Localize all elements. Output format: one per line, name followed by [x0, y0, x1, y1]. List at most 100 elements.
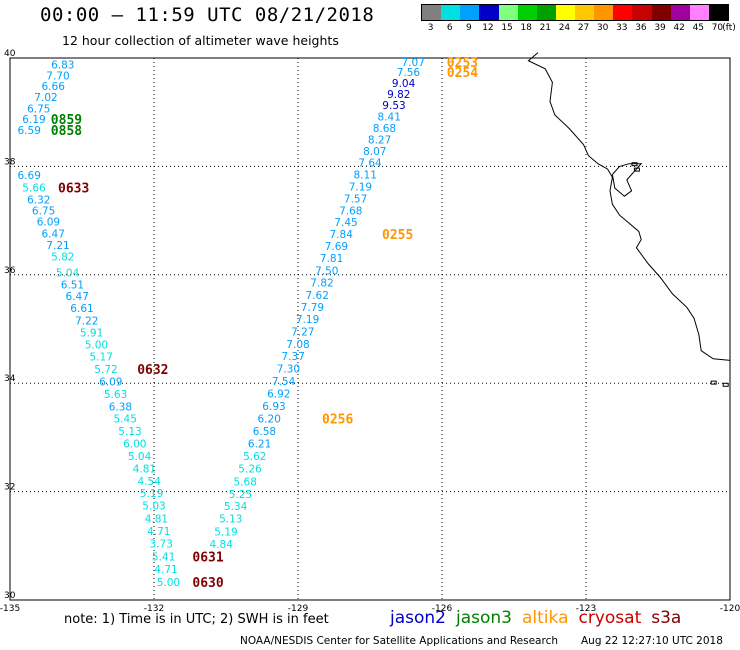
wave-height-value: 7.56: [397, 67, 421, 79]
wave-height-value: 6.75: [32, 205, 55, 217]
wave-height-value: 4.71: [154, 564, 177, 576]
wave-height-value: 7.81: [320, 253, 343, 265]
wave-height-value: 5.26: [238, 463, 262, 475]
legend-label: 6: [446, 23, 453, 33]
wave-height-value: 7.27: [291, 327, 314, 339]
legend-label: 15: [501, 23, 513, 33]
wave-height-value: 5.03: [142, 501, 165, 513]
wave-height-value: 7.68: [339, 205, 362, 217]
wave-height-value: 6.69: [18, 170, 41, 182]
wave-height-value: 9.53: [382, 100, 405, 112]
wave-height-value: 4.71: [147, 526, 170, 538]
lon-tick-label: -135: [0, 604, 20, 614]
wave-height-value: 5.41: [152, 552, 175, 564]
wave-height-value: 7.30: [277, 364, 300, 376]
wave-height-value: 5.91: [80, 327, 103, 339]
wave-height-value: 6.21: [248, 438, 271, 450]
wave-height-value: 6.61: [70, 303, 93, 315]
wave-height-value: 8.11: [354, 170, 377, 182]
legend-swatch: [651, 5, 671, 20]
lon-tick-label: -132: [144, 604, 164, 614]
satellite-key: jason2 jason3 altika cryosat s3a: [390, 608, 691, 628]
wave-height-value: 7.64: [358, 158, 382, 170]
lon-tick-label: -129: [288, 604, 309, 614]
island: [722, 382, 729, 387]
legend-label: 9: [465, 23, 472, 33]
legend-swatch: [594, 5, 614, 20]
wave-height-value: 3.73: [150, 539, 173, 551]
legend-swatch: [536, 5, 556, 20]
legend-label: 21: [539, 23, 552, 33]
wave-height-value: 9.04: [392, 78, 416, 90]
wave-height-value: 6.75: [27, 103, 50, 115]
wave-height-value: 7.19: [296, 314, 319, 326]
legend-label: 39: [654, 23, 666, 33]
legend-label: 33: [616, 23, 628, 33]
legend-swatch: [708, 5, 728, 20]
satellite-s3a: s3a: [651, 608, 682, 628]
wave-height-value: 5.13: [219, 514, 242, 526]
wave-height-value: 7.54: [272, 376, 296, 388]
legend-color-bar: [421, 4, 729, 21]
legend-swatch: [670, 5, 690, 20]
pass-time-label: 0253: [447, 56, 478, 71]
wave-height-value: 6.19: [22, 114, 45, 126]
wave-height-value: 5.19: [140, 488, 163, 500]
wave-height-value: 7.50: [315, 265, 338, 277]
wave-height-value: 5.00: [157, 577, 180, 589]
legend-unit: (ft): [722, 23, 736, 33]
legend-swatch: [441, 5, 461, 20]
satellite-jason3: jason3: [456, 608, 512, 628]
wave-height-value: 5.00: [85, 340, 108, 352]
wave-height-value: 5.25: [229, 489, 252, 501]
wave-height-value: 6.93: [262, 401, 285, 413]
satellite-jason2: jason2: [390, 608, 446, 628]
legend-labels: (ft) 3 6 9 12 15 18 21 24 27 30 33 36 39 42 45 70: [421, 23, 740, 37]
wave-height-value: 7.37: [282, 351, 305, 363]
legend-label: 3: [427, 23, 434, 33]
wave-height-value: 8.68: [373, 123, 396, 135]
legend-swatch: [613, 5, 633, 20]
wave-height-value: 7.19: [349, 181, 372, 193]
wave-height-value: 6.32: [27, 194, 50, 206]
wave-height-value: 6.00: [123, 438, 146, 450]
legend-label: 36: [635, 23, 647, 33]
wave-height-value: 4.54: [138, 476, 162, 488]
map-title: 00:00 – 11:59 UTC 08/21/2018: [40, 4, 375, 26]
wave-height-value: 5.63: [104, 389, 127, 401]
wave-height-value: 8.27: [368, 134, 391, 146]
pass-time-label: 0859: [51, 113, 82, 128]
pass-time-label: 0633: [58, 182, 89, 197]
wave-height-value: 7.79: [301, 302, 324, 314]
legend-swatch: [632, 5, 652, 20]
legend-swatch: [555, 5, 575, 20]
legend-label: 12: [482, 23, 494, 33]
satellite-cryosat: cryosat: [578, 608, 642, 628]
lon-tick-label: -120: [720, 604, 740, 614]
wave-height-value: 7.22: [75, 315, 98, 327]
legend-label: 18: [520, 23, 532, 33]
island: [710, 380, 717, 385]
legend-label: 42: [673, 23, 685, 33]
lon-tick-label: -126: [432, 604, 453, 614]
legend-swatch: [498, 5, 518, 20]
wave-height-value: 6.83: [51, 60, 74, 72]
wave-height-value: 8.07: [363, 146, 386, 158]
wave-height-value: 5.82: [51, 251, 74, 263]
wave-height-value: 6.20: [258, 413, 281, 425]
pass-time-label: 0630: [192, 576, 223, 591]
wave-height-value: 7.45: [334, 217, 357, 229]
pass-time-label: 0255: [382, 228, 413, 243]
wave-height-value: 7.69: [325, 241, 348, 253]
wave-height-value: 6.59: [18, 125, 41, 137]
wave-height-value: 6.66: [42, 81, 66, 93]
wave-height-value: 6.92: [267, 388, 290, 400]
wave-height-value: 7.82: [310, 277, 333, 289]
lat-tick-label: 32: [4, 483, 15, 493]
wave-height-value: 6.47: [66, 291, 89, 303]
wave-height-value: 7.02: [34, 92, 57, 104]
generated-timestamp: Aug 22 12:27:10 UTC 2018: [581, 635, 723, 647]
island: [633, 167, 640, 172]
pass-time-label: 0256: [322, 412, 353, 427]
